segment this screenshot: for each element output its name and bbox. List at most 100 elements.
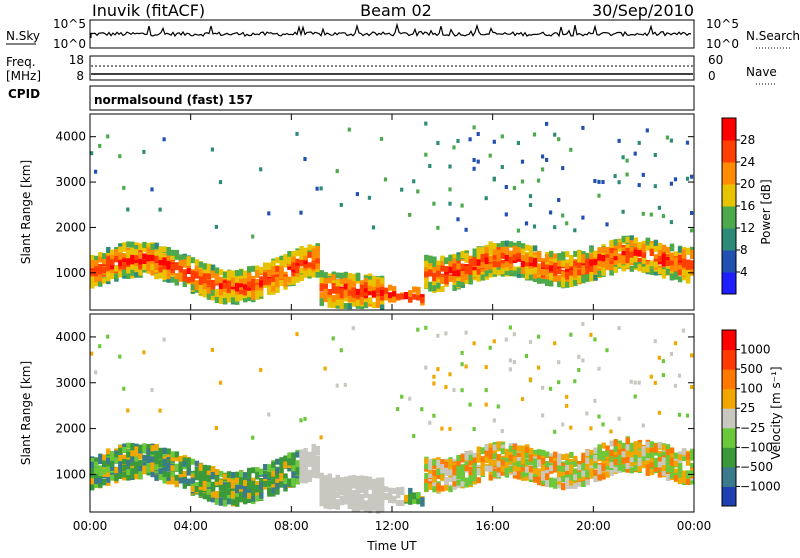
heatmap-cell bbox=[428, 269, 433, 276]
heatmap-cell bbox=[279, 255, 284, 262]
heatmap-cell bbox=[669, 220, 673, 225]
heatmap-cell bbox=[247, 295, 252, 302]
heatmap-cell bbox=[537, 365, 541, 370]
heatmap-cell bbox=[106, 470, 111, 477]
heatmap-cell bbox=[303, 260, 308, 267]
heatmap-cell bbox=[186, 276, 191, 283]
heatmap-cell bbox=[508, 466, 514, 472]
heatmap-cell bbox=[577, 250, 582, 257]
heatmap-cell bbox=[665, 260, 671, 267]
heatmap-cell bbox=[565, 468, 570, 475]
heatmap-cell bbox=[601, 451, 606, 458]
heatmap-cell bbox=[512, 360, 516, 364]
heatmap-cell bbox=[194, 259, 200, 266]
heatmap-cell bbox=[186, 457, 191, 464]
heatmap-cell bbox=[416, 189, 420, 194]
heatmap-cell bbox=[448, 465, 453, 472]
heatmap-cell bbox=[613, 439, 618, 446]
heatmap-cell bbox=[307, 262, 312, 269]
power-heatmap bbox=[90, 121, 695, 311]
heatmap-cell bbox=[472, 166, 476, 171]
heatmap-cell bbox=[456, 263, 461, 270]
heatmap-cell bbox=[532, 132, 537, 137]
heatmap-cell bbox=[311, 443, 316, 450]
heatmap-cell bbox=[118, 260, 123, 267]
heatmap-cell bbox=[226, 280, 232, 287]
heatmap-cell bbox=[661, 444, 667, 451]
heatmap-cell bbox=[319, 292, 324, 299]
heatmap-cell bbox=[291, 270, 296, 277]
heatmap-cell bbox=[629, 456, 634, 463]
heatmap-cell bbox=[621, 236, 626, 243]
heatmap-cell bbox=[488, 453, 493, 460]
heatmap-cell bbox=[275, 281, 280, 288]
heatmap-cell bbox=[259, 276, 264, 283]
heatmap-cell bbox=[210, 472, 216, 478]
heatmap-cell bbox=[452, 465, 457, 471]
heatmap-cell bbox=[520, 248, 526, 255]
heatmap-cell bbox=[142, 350, 146, 355]
heatmap-cell bbox=[605, 263, 610, 269]
heatmap-cell bbox=[541, 269, 546, 276]
heatmap-cell bbox=[593, 462, 598, 469]
heatmap-cell bbox=[508, 270, 514, 277]
heatmap-cell bbox=[508, 325, 512, 330]
heatmap-cell bbox=[520, 458, 526, 465]
velocity-colorbar-tick-label: 500 bbox=[740, 362, 763, 376]
heatmap-cell bbox=[174, 480, 179, 487]
heatmap-cell bbox=[122, 471, 127, 478]
heatmap-cell bbox=[134, 446, 139, 453]
heatmap-cell bbox=[150, 250, 155, 257]
heatmap-cell bbox=[500, 459, 506, 466]
heatmap-cell bbox=[690, 353, 694, 358]
heatmap-cell bbox=[170, 276, 175, 283]
heatmap-cell bbox=[649, 265, 655, 272]
heatmap-cell bbox=[436, 463, 441, 470]
heatmap-cell bbox=[665, 265, 671, 272]
heatmap-cell bbox=[532, 224, 537, 229]
heatmap-cell bbox=[468, 263, 473, 270]
heatmap-cell bbox=[291, 476, 296, 483]
heatmap-cell bbox=[428, 467, 433, 474]
heatmap-cell bbox=[468, 137, 472, 142]
heatmap-cell bbox=[327, 289, 332, 295]
heatmap-cell bbox=[685, 248, 691, 255]
heatmap-cell bbox=[367, 279, 373, 286]
heatmap-cell bbox=[307, 244, 312, 251]
heatmap-cell bbox=[557, 253, 562, 260]
heatmap-cell bbox=[432, 469, 437, 476]
heatmap-cell bbox=[198, 478, 204, 484]
heatmap-cell bbox=[114, 265, 119, 272]
heatmap-cell bbox=[597, 453, 602, 460]
heatmap-cell bbox=[464, 465, 469, 472]
heatmap-cell bbox=[178, 260, 183, 267]
heatmap-cell bbox=[444, 278, 449, 284]
heatmap-cell bbox=[243, 278, 248, 285]
heatmap-cell bbox=[444, 466, 449, 473]
heatmap-cell bbox=[319, 282, 324, 289]
x-tick-label: 08:00 bbox=[274, 519, 309, 533]
heatmap-cell bbox=[553, 225, 557, 230]
heatmap-cell bbox=[597, 444, 602, 451]
heatmap-cell bbox=[222, 484, 228, 491]
heatmap-cell bbox=[625, 246, 630, 252]
heatmap-cell bbox=[166, 456, 171, 463]
heatmap-cell bbox=[98, 256, 103, 263]
heatmap-cell bbox=[275, 277, 280, 284]
heatmap-cell bbox=[633, 241, 638, 248]
beam-title: Beam 02 bbox=[360, 1, 432, 20]
heatmap-cell bbox=[255, 293, 260, 300]
heatmap-cell bbox=[291, 278, 296, 285]
heatmap-cell bbox=[605, 259, 610, 266]
heatmap-cell bbox=[492, 418, 496, 423]
heatmap-cell bbox=[468, 268, 473, 275]
heatmap-cell bbox=[142, 253, 147, 260]
heatmap-cell bbox=[448, 275, 453, 282]
heatmap-cell bbox=[194, 486, 200, 492]
heatmap-cell bbox=[625, 172, 629, 177]
heatmap-cell bbox=[291, 251, 296, 257]
heatmap-cell bbox=[154, 255, 159, 262]
heatmap-cell bbox=[657, 471, 663, 478]
heatmap-cell bbox=[617, 326, 621, 331]
